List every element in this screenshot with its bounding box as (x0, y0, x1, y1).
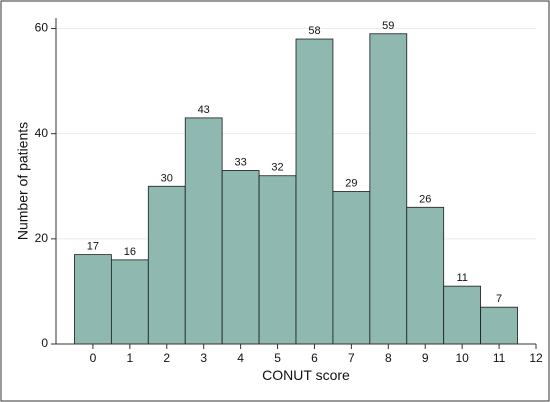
bar-value-label-3: 43 (198, 104, 210, 116)
y-tick-label-0: 0 (41, 336, 48, 350)
bar-labels: 17 16 30 43 33 32 58 29 59 26 11 7 (87, 20, 502, 305)
bar-value-label-4: 33 (234, 156, 246, 168)
bar-value-label-0: 17 (87, 241, 99, 253)
bar-value-label-9: 26 (419, 193, 431, 205)
x-tick-label-1: 1 (127, 351, 134, 365)
bars (74, 33, 518, 345)
bar-1 (110, 259, 149, 345)
bar-value-label-2: 30 (161, 172, 173, 184)
x-tick-label-10: 10 (455, 351, 469, 365)
bar-9 (406, 206, 445, 345)
bar-7 (332, 191, 371, 345)
bar-value-label-8: 59 (382, 20, 394, 32)
x-tick-label-0: 0 (90, 351, 97, 365)
x-tick-label-3: 3 (200, 351, 207, 365)
bar-5 (258, 175, 297, 345)
bar-value-label-10: 11 (456, 272, 467, 284)
bar-11 (480, 306, 518, 345)
y-tick-label-20: 20 (35, 231, 49, 245)
bar-0 (74, 254, 112, 345)
y-tick-label-40: 40 (35, 126, 49, 140)
x-tick-label-12: 12 (529, 351, 543, 365)
bar-10 (443, 285, 482, 345)
y-axis-title: Number of patients (15, 122, 31, 240)
x-tick-label-7: 7 (348, 351, 355, 365)
x-tick-label-4: 4 (237, 351, 244, 365)
bar-3 (184, 117, 223, 345)
x-tick-label-11: 11 (493, 351, 506, 365)
x-tick-label-8: 8 (385, 351, 392, 365)
bar-value-label-11: 7 (496, 293, 502, 305)
bar-value-label-1: 16 (124, 246, 136, 258)
bar-2 (147, 185, 186, 345)
x-tick-label-9: 9 (422, 351, 429, 365)
x-tick-label-5: 5 (274, 351, 281, 365)
bar-value-label-7: 29 (345, 178, 357, 190)
bar-value-label-5: 32 (271, 162, 283, 174)
x-tick-label-2: 2 (163, 351, 170, 365)
x-tick-label-6: 6 (311, 351, 318, 365)
y-tick-label-60: 60 (35, 21, 49, 35)
bar-8 (369, 33, 408, 345)
bar-6 (295, 38, 334, 345)
bar-4 (221, 170, 260, 345)
bar-value-label-6: 58 (308, 25, 320, 37)
x-axis-title: CONUT score (262, 367, 350, 383)
